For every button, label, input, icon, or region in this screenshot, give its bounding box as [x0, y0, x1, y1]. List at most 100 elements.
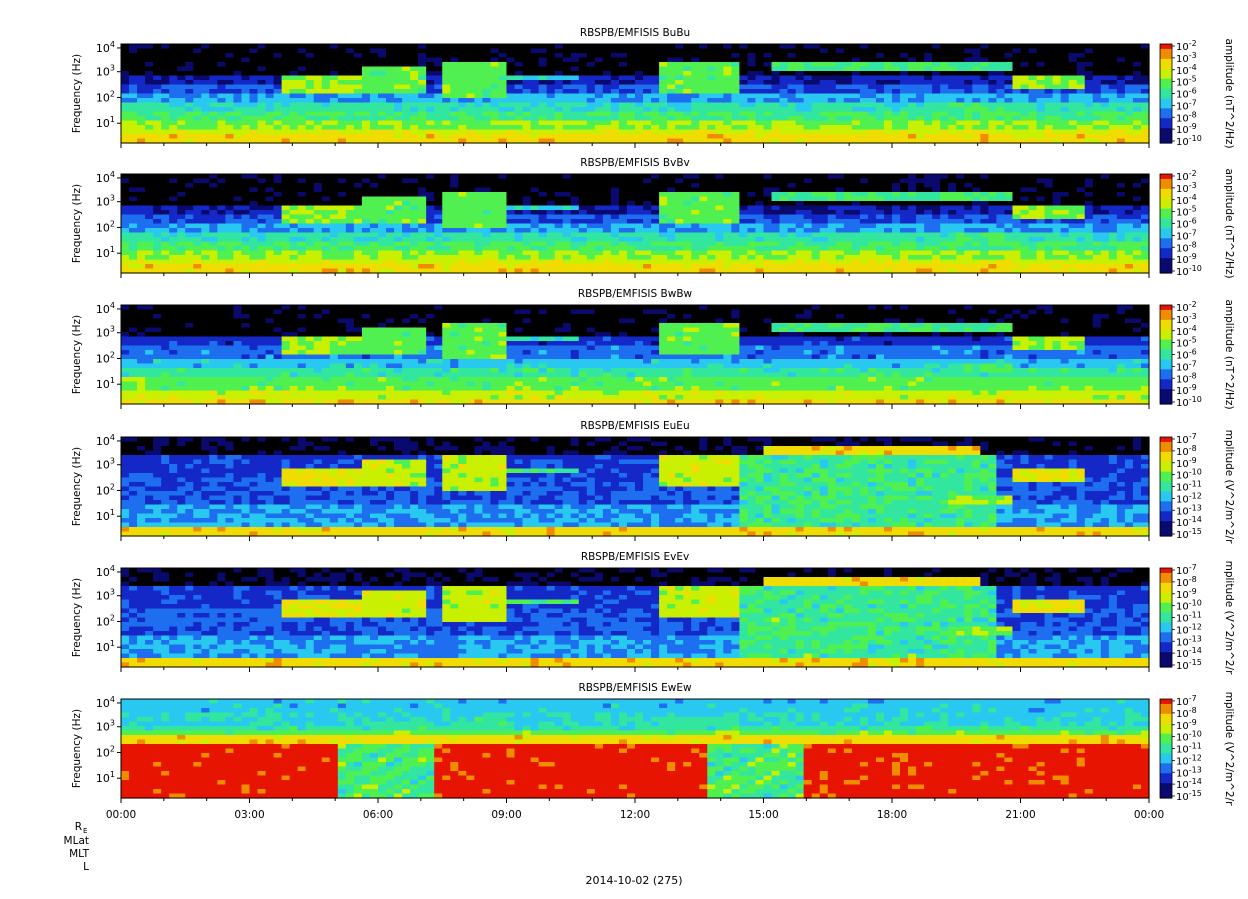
heatmap-cell: [369, 264, 379, 270]
heatmap-cell: [996, 53, 1006, 59]
heatmap-cell: [410, 89, 419, 95]
heatmap-cell: [1076, 57, 1086, 63]
heatmap-cell: [257, 232, 267, 238]
heatmap-cell: [707, 102, 716, 108]
heatmap-cell: [426, 125, 435, 131]
heatmap-cell: [353, 57, 363, 63]
heatmap-cell: [201, 223, 210, 229]
heatmap-cell: [418, 268, 427, 274]
heatmap-cell: [185, 187, 194, 193]
heatmap-cell: [1004, 111, 1014, 117]
heatmap-cell: [402, 89, 411, 95]
heatmap-cell: [482, 183, 492, 189]
heatmap-cell: [386, 125, 395, 131]
heatmap-cell: [602, 44, 612, 50]
heatmap-cell: [273, 138, 283, 144]
heatmap-cell: [161, 192, 170, 198]
heatmap-cell: [618, 62, 628, 68]
heatmap-cell: [281, 246, 291, 252]
heatmap-cell: [635, 93, 644, 99]
heatmap-cell: [233, 75, 243, 81]
heatmap-cell: [225, 75, 235, 81]
heatmap-cell: [337, 214, 347, 220]
heatmap-cell: [851, 241, 861, 247]
heatmap-cell: [378, 232, 387, 238]
heatmap-cell: [321, 196, 331, 202]
heatmap-cell: [787, 178, 797, 184]
heatmap-cell: [337, 174, 347, 180]
heatmap-cell: [281, 134, 291, 140]
heatmap-cell: [241, 57, 251, 63]
heatmap-cell: [265, 201, 275, 207]
heatmap-cell: [313, 62, 323, 68]
heatmap-cell: [610, 178, 620, 184]
heatmap-cell: [554, 268, 564, 274]
heatmap-cell: [353, 250, 363, 256]
heatmap-cell: [803, 62, 813, 68]
heatmap-cell: [867, 241, 877, 247]
heatmap-cell: [763, 125, 773, 131]
heatmap-cell: [257, 219, 267, 225]
heatmap-cell: [209, 111, 218, 117]
heatmap-cell: [129, 116, 138, 122]
heatmap-cell: [482, 187, 492, 193]
heatmap-cell: [466, 187, 475, 193]
heatmap-cell: [635, 214, 644, 220]
heatmap-cell: [956, 125, 965, 131]
heatmap-cell: [386, 89, 395, 95]
heatmap-cell: [337, 129, 347, 135]
heatmap-cell: [811, 116, 821, 122]
heatmap-cell: [586, 71, 596, 77]
heatmap-cell: [924, 62, 933, 68]
heatmap-cell: [1052, 62, 1062, 68]
heatmap-cell: [723, 129, 732, 135]
heatmap-cell: [129, 129, 138, 135]
heatmap-cell: [723, 174, 732, 180]
heatmap-cell: [305, 57, 315, 63]
heatmap-cell: [329, 223, 339, 229]
heatmap-cell: [827, 268, 837, 274]
heatmap-cell: [659, 134, 668, 140]
heatmap-cell: [691, 62, 700, 68]
heatmap-cell: [835, 214, 845, 220]
heatmap-cell: [996, 102, 1006, 108]
heatmap-cell: [466, 192, 475, 198]
heatmap-cell: [586, 125, 596, 131]
heatmap-cell: [225, 241, 235, 247]
heatmap-cell: [811, 228, 821, 234]
heatmap-cell: [297, 187, 307, 193]
heatmap-cell: [755, 196, 765, 202]
heatmap-cell: [289, 210, 299, 216]
heatmap-cell: [594, 174, 604, 180]
heatmap-cell: [434, 255, 443, 261]
heatmap-cell: [193, 228, 202, 234]
heatmap-cell: [177, 89, 186, 95]
heatmap-cell: [763, 57, 773, 63]
heatmap-cell: [618, 107, 628, 113]
heatmap-cell: [193, 116, 202, 122]
heatmap-cell: [185, 116, 194, 122]
heatmap-cell: [490, 57, 500, 63]
heatmap-cell: [932, 62, 941, 68]
heatmap-cell: [570, 183, 580, 189]
heatmap-cell: [964, 125, 973, 131]
heatmap-cell: [1052, 138, 1062, 144]
heatmap-cell: [353, 62, 363, 68]
heatmap-cell: [594, 255, 604, 261]
heatmap-cell: [835, 44, 845, 50]
heatmap-cell: [482, 219, 492, 225]
heatmap-cell: [1092, 111, 1102, 117]
heatmap-cell: [626, 264, 636, 270]
heatmap-cell: [329, 80, 339, 86]
heatmap-cell: [683, 44, 692, 50]
heatmap-cell: [442, 107, 451, 113]
heatmap-cell: [442, 80, 451, 86]
heatmap-cell: [739, 129, 749, 135]
heatmap-cell: [940, 116, 949, 122]
heatmap-cell: [771, 210, 781, 216]
heatmap-cell: [867, 205, 877, 211]
heatmap-cell: [787, 107, 797, 113]
heatmap-cell: [1108, 93, 1118, 99]
heatmap-cell: [715, 129, 724, 135]
heatmap-cell: [1084, 53, 1094, 59]
